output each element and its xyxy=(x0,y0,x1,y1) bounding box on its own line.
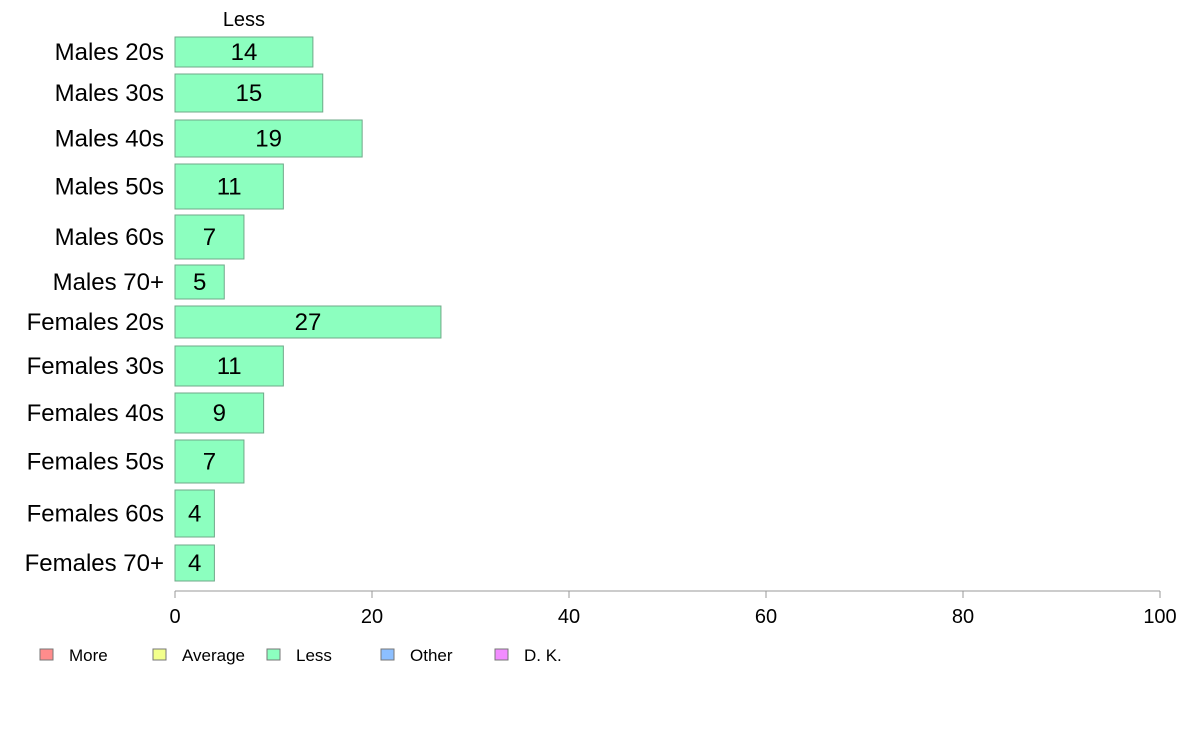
x-tick-label: 80 xyxy=(952,606,974,628)
category-label: Males 40s xyxy=(55,126,164,153)
bar xyxy=(174,119,363,158)
bar xyxy=(174,439,245,484)
data-label: 7 xyxy=(203,224,216,251)
data-label: 4 xyxy=(188,550,201,577)
bar xyxy=(174,305,442,339)
bars-group xyxy=(174,36,442,582)
category-label: Females 40s xyxy=(27,400,164,427)
legend-label: Less xyxy=(296,646,332,665)
data-label: 4 xyxy=(188,501,201,528)
x-tick-label: 60 xyxy=(755,606,777,628)
bar xyxy=(174,489,215,538)
x-axis: 0 20 40 60 80 100 xyxy=(169,590,1177,628)
legend-swatch xyxy=(266,648,281,661)
bar xyxy=(174,392,265,434)
legend-swatch xyxy=(494,648,509,661)
legend-label: Average xyxy=(182,646,245,665)
category-label: Males 50s xyxy=(55,174,164,201)
series-header: Less xyxy=(223,9,265,31)
data-label: 11 xyxy=(217,353,242,380)
bar xyxy=(174,163,284,210)
x-tick-label: 40 xyxy=(558,606,580,628)
bar xyxy=(174,73,324,113)
category-label: Males 70+ xyxy=(53,269,164,296)
category-label: Females 50s xyxy=(27,449,164,476)
category-label: Males 20s xyxy=(55,39,164,66)
x-tick-label: 20 xyxy=(361,606,383,628)
legend-label: More xyxy=(69,646,108,665)
data-label: 14 xyxy=(231,39,258,66)
category-label: Males 30s xyxy=(55,80,164,107)
category-label: Males 60s xyxy=(55,224,164,251)
x-tick-label: 100 xyxy=(1143,606,1176,628)
legend-swatch xyxy=(152,648,167,661)
category-label: Females 60s xyxy=(27,501,164,528)
bar xyxy=(174,36,314,68)
x-tick-label: 0 xyxy=(169,606,180,628)
category-label: Females 20s xyxy=(27,309,164,336)
legend-swatch xyxy=(380,648,395,661)
data-label: 27 xyxy=(295,309,322,336)
data-label: 9 xyxy=(213,400,226,427)
bar xyxy=(174,345,284,387)
legend-swatch xyxy=(39,648,54,661)
legend-label: Other xyxy=(410,646,453,665)
data-label: 11 xyxy=(217,174,242,201)
category-labels: Males 20s Males 30s Males 40s Males 50s Male… xyxy=(25,39,164,577)
data-label: 15 xyxy=(236,80,263,107)
data-label: 19 xyxy=(255,126,282,153)
data-label: 7 xyxy=(203,449,216,476)
legend: More Average Less Other D. K. xyxy=(39,646,562,665)
legend-label: D. K. xyxy=(524,646,562,665)
category-label: Females 30s xyxy=(27,353,164,380)
bar xyxy=(174,264,225,300)
category-label: Females 70+ xyxy=(25,550,164,577)
bar xyxy=(174,214,245,260)
data-label: 5 xyxy=(193,269,206,296)
bar xyxy=(174,544,215,582)
